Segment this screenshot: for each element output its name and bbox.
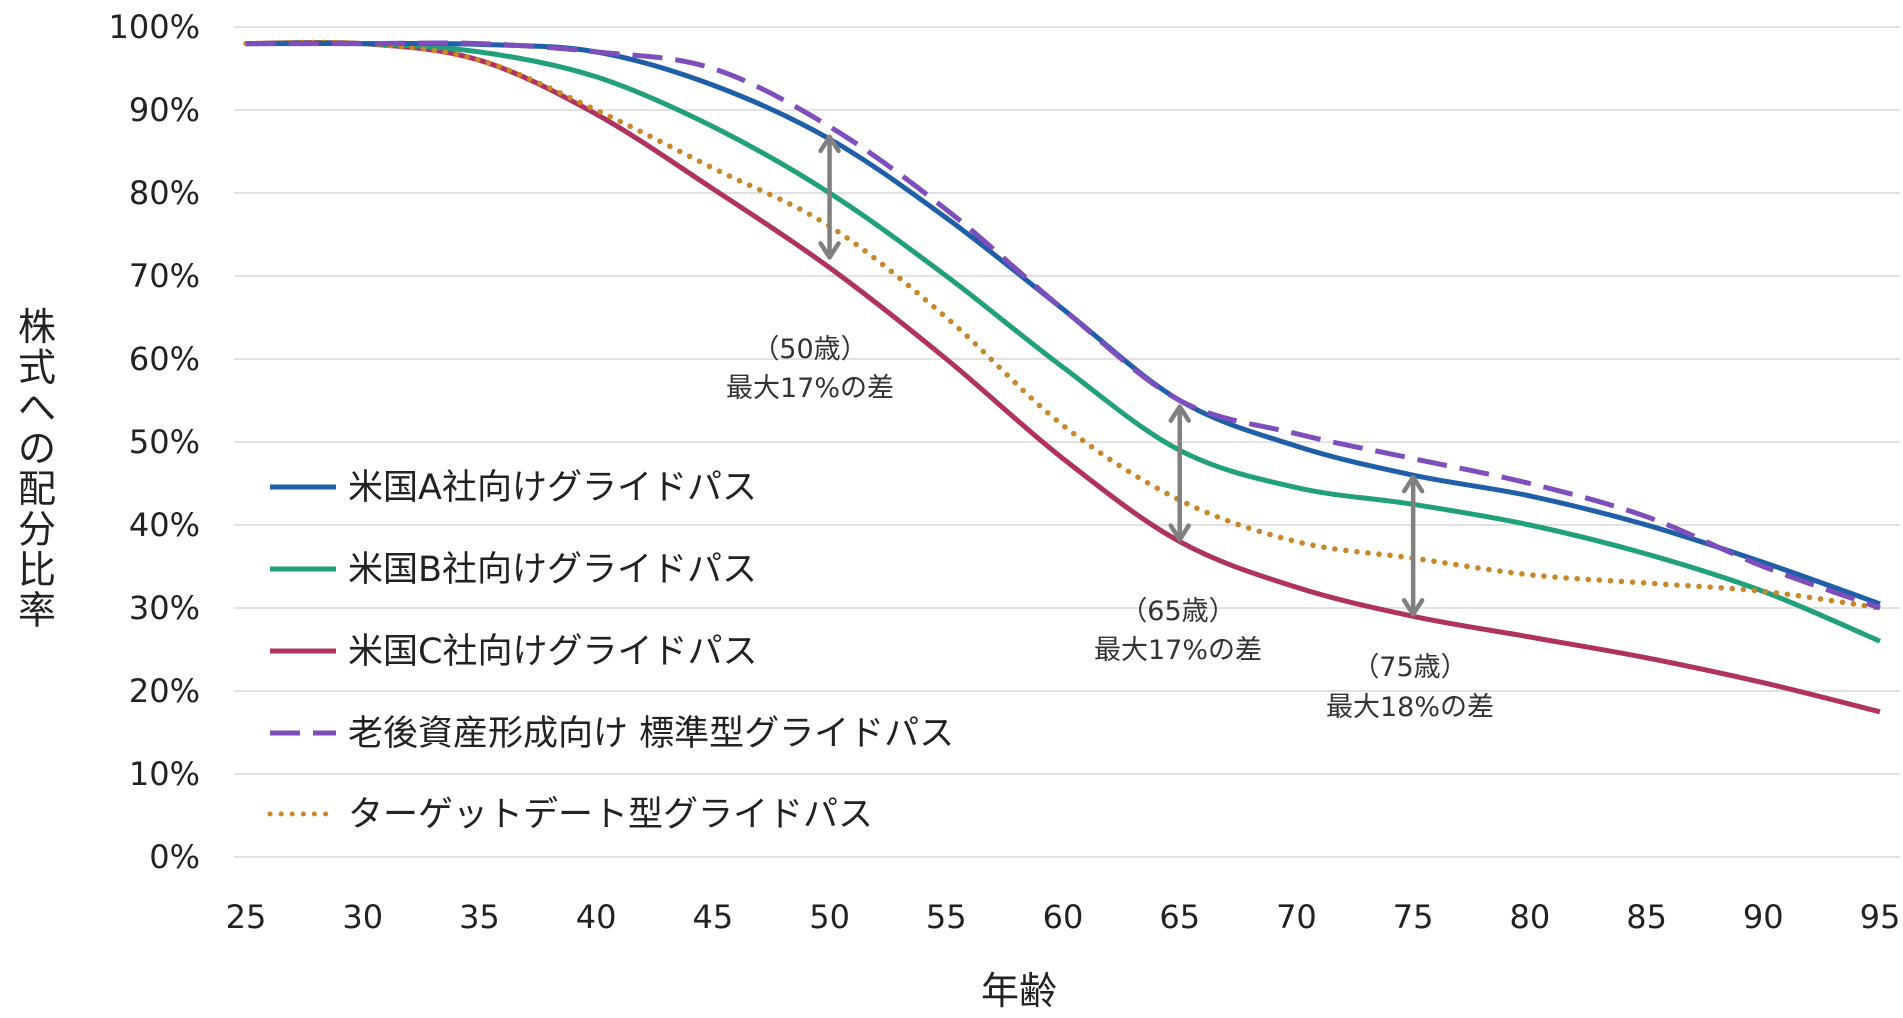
legend-label: ターゲットデート型グライドパス <box>348 795 873 835</box>
legend-item: 米国C社向けグライドパス <box>270 632 757 672</box>
difference-annotation: （65歳） 最大17%の差 <box>1094 404 1262 666</box>
y-tick-label: 30% <box>129 589 200 627</box>
legend-label: 米国B社向けグライドパス <box>348 550 757 590</box>
x-tick-label: 40 <box>576 898 617 936</box>
legend-item: ターゲットデート型グライドパス <box>267 795 873 835</box>
y-tick-label: 50% <box>129 423 200 461</box>
annotation-age-label: （50歳） <box>752 334 867 365</box>
arrow-head-down-icon <box>1401 598 1425 617</box>
x-tick-label: 55 <box>926 898 967 936</box>
annotation-diff-label: 最大17%の差 <box>1094 635 1262 666</box>
arrow-head-up-icon <box>1168 404 1191 423</box>
annotation-diff-label: 最大17%の差 <box>726 373 894 404</box>
y-tick-label: 40% <box>129 506 200 544</box>
arrow-head-down-icon <box>1168 523 1191 542</box>
x-tick-label: 95 <box>1860 898 1901 936</box>
x-tick-label: 60 <box>1043 898 1084 936</box>
x-tick-label: 30 <box>342 898 383 936</box>
y-tick-label: 0% <box>149 838 200 876</box>
x-tick-label: 25 <box>226 898 267 936</box>
x-tick-label: 45 <box>692 898 733 936</box>
series-lines <box>243 39 1883 715</box>
x-tick-label: 90 <box>1743 898 1784 936</box>
y-tick-label: 20% <box>129 672 200 710</box>
legend-item: 米国A社向けグライドパス <box>270 468 757 508</box>
arrow-head-up-icon <box>818 134 841 154</box>
x-tick-label: 50 <box>809 898 850 936</box>
legend-label: 米国C社向けグライドパス <box>348 632 757 672</box>
difference-annotation: （75歳） 最大18%の差 <box>1326 474 1494 723</box>
x-tick-label: 75 <box>1393 898 1434 936</box>
legend-item: 米国B社向けグライドパス <box>270 550 757 590</box>
y-tick-label: 80% <box>129 174 200 212</box>
x-axis-ticks: 25 30 35 40 45 50 55 60 65 70 75 80 85 90 95 <box>226 898 1901 936</box>
legend-label: 米国A社向けグライドパス <box>348 468 757 508</box>
x-axis-title: 年齢 <box>981 969 1057 1013</box>
y-tick-label: 100% <box>109 8 200 46</box>
series-line-4 <box>245 40 1881 611</box>
legend-label: 老後資産形成向け 標準型グライドパス <box>348 714 954 754</box>
y-tick-label: 70% <box>129 257 200 295</box>
legend-item: 老後資産形成向け 標準型グライドパス <box>270 714 954 754</box>
annotations: （50歳） 最大17%の差 （65歳） 最大17%の差 （75歳） 最大18%の差 <box>726 134 1494 723</box>
annotation-diff-label: 最大18%の差 <box>1326 692 1494 723</box>
axis-titles: 年齢 株式への配分比率 <box>18 305 1057 1013</box>
series-line-1 <box>245 41 1881 607</box>
annotation-age-label: （75歳） <box>1352 652 1467 683</box>
x-tick-label: 35 <box>459 898 500 936</box>
x-tick-label: 70 <box>1276 898 1317 936</box>
series-line-3 <box>245 39 1881 715</box>
y-tick-label: 60% <box>129 340 200 378</box>
annotation-age-label: （65歳） <box>1120 596 1235 627</box>
y-axis-ticks: 0% 10% 20% 30% 40% 50% 60% 70% 80% 90% 100% <box>109 8 200 876</box>
grid-lines <box>234 26 1900 858</box>
series-line-5 <box>243 39 1883 611</box>
x-tick-label: 65 <box>1159 898 1200 936</box>
x-tick-label: 85 <box>1626 898 1667 936</box>
arrow-head-down-icon <box>818 241 841 260</box>
x-tick-label: 80 <box>1509 898 1550 936</box>
y-tick-label: 10% <box>129 755 200 793</box>
series-line-2 <box>245 40 1881 644</box>
y-tick-label: 90% <box>129 91 200 129</box>
difference-annotation: （50歳） 最大17%の差 <box>726 134 894 404</box>
legend: 米国A社向けグライドパス米国B社向けグライドパス米国C社向けグライドパス老後資産… <box>267 468 954 835</box>
arrow-head-up-icon <box>1401 474 1425 494</box>
y-axis-title: 株式への配分比率 <box>18 305 56 633</box>
